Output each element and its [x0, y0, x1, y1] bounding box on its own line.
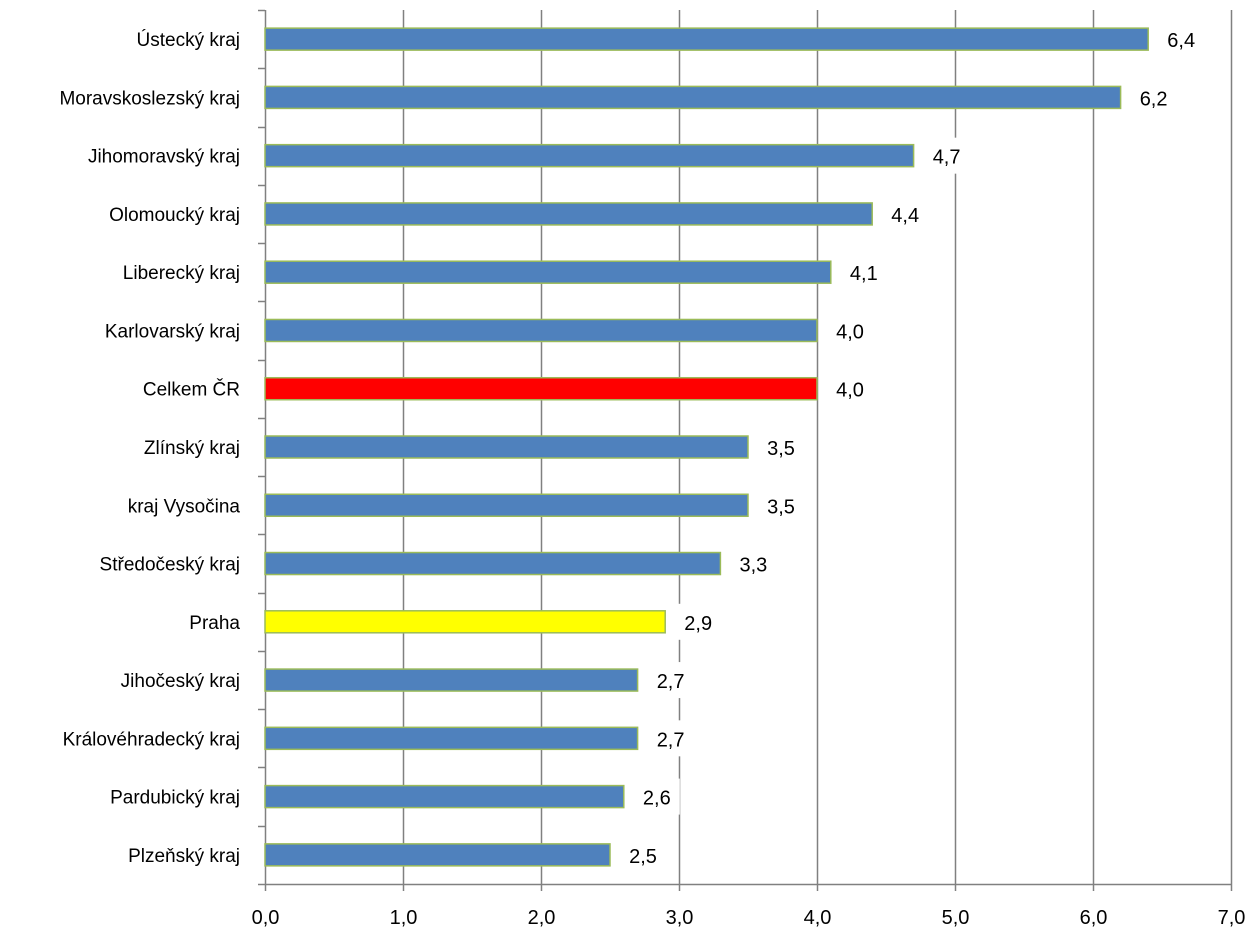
bar [264, 85, 1122, 110]
data-label: 3,3 [739, 555, 767, 577]
category-label: Celkem ČR [143, 379, 240, 401]
data-label: 4,4 [891, 205, 919, 227]
category-label: Středočeský kraj [100, 555, 240, 576]
data-label-background [647, 720, 694, 757]
bar [264, 376, 818, 401]
bar [264, 260, 832, 284]
bar [264, 726, 639, 751]
category-label: Jihomoravský kraj [88, 147, 240, 168]
bar [264, 551, 722, 576]
data-label: 6,4 [1167, 30, 1195, 52]
bar [264, 27, 1149, 51]
category-label: Praha [189, 613, 240, 634]
data-label-background [923, 137, 970, 174]
category-label: kraj Vysočina [128, 496, 241, 517]
data-label-background [840, 254, 887, 291]
data-label: 4,1 [850, 263, 878, 285]
data-label-background [1158, 21, 1205, 58]
bar-layer [264, 27, 1149, 867]
data-label: 2,7 [657, 729, 685, 751]
x-tick-label: 1,0 [390, 907, 418, 929]
data-label-background [620, 836, 666, 873]
category-label: Liberecký kraj [123, 263, 240, 284]
category-label: Jihočeský kraj [121, 671, 240, 692]
bar [264, 318, 818, 343]
data-label: 3,5 [767, 496, 795, 518]
bar [264, 493, 749, 518]
data-label-background [1130, 79, 1177, 116]
category-label: Královéhradecký kraj [63, 729, 240, 750]
category-label: Karlovarský kraj [105, 321, 240, 342]
data-label: 4,0 [836, 380, 864, 402]
data-label-background [758, 429, 804, 465]
bar [264, 610, 666, 634]
data-label: 2,9 [684, 613, 712, 635]
x-tick-label: 0,0 [252, 907, 280, 929]
data-label-background [827, 312, 873, 349]
data-label-background [675, 603, 722, 640]
data-label-background [882, 195, 929, 232]
data-label: 6,2 [1140, 88, 1168, 110]
data-label: 2,7 [657, 671, 685, 693]
label-layer: Ústecký kraj 6,4 Moravskoslezský kraj 6,2 Ji… [59, 21, 1205, 873]
data-label: 4,0 [836, 321, 864, 343]
bar [264, 435, 749, 459]
x-tick-label: 3,0 [666, 907, 694, 929]
category-label: Plzeňský kraj [128, 846, 240, 867]
category-label: Pardubický kraj [110, 788, 240, 809]
data-label-background [827, 370, 873, 407]
x-tick-label: 6,0 [1080, 907, 1108, 929]
category-label: Ústecký kraj [137, 29, 240, 51]
bar [264, 202, 873, 226]
data-label-background [633, 778, 680, 815]
data-label: 4,7 [933, 147, 961, 169]
category-label: Zlínský kraj [144, 438, 240, 459]
bar [264, 843, 611, 867]
x-tick-label: 7,0 [1218, 907, 1246, 929]
category-label: Olomoucký kraj [109, 205, 240, 226]
data-label: 2,5 [629, 846, 657, 868]
x-tick-label: 4,0 [804, 907, 832, 929]
x-tick-label: 5,0 [942, 907, 970, 929]
data-label: 3,5 [767, 438, 795, 460]
bar [264, 784, 625, 809]
x-tick-label: 2,0 [528, 907, 556, 929]
bar [264, 668, 639, 692]
data-label-background [647, 662, 694, 699]
bar [264, 143, 915, 168]
data-label: 2,6 [643, 788, 671, 810]
category-label: Moravskoslezský kraj [59, 88, 240, 109]
data-label-background [730, 545, 777, 582]
data-label-background [758, 487, 804, 524]
